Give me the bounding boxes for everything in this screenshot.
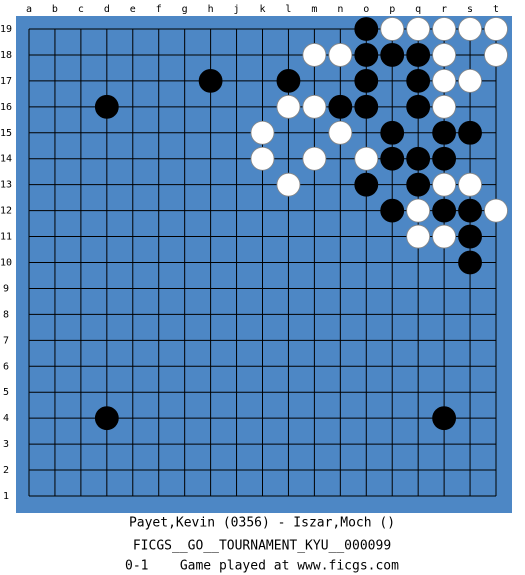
black-stone (406, 146, 431, 171)
row-label: 14 (0, 154, 12, 165)
black-stone (458, 120, 482, 145)
white-stone (432, 224, 457, 249)
row-label: 18 (0, 50, 12, 61)
white-stone (432, 68, 457, 93)
black-stone (354, 17, 379, 41)
black-stone (328, 94, 353, 119)
white-stone (406, 198, 431, 223)
white-stone (250, 146, 275, 171)
black-stone (94, 406, 119, 431)
black-stone (458, 224, 482, 249)
column-label: n (337, 4, 343, 15)
white-stone (380, 17, 405, 41)
column-label: k (259, 4, 265, 15)
white-stone (458, 17, 482, 41)
column-label: l (285, 4, 291, 15)
white-stone (406, 224, 431, 249)
black-stone (380, 43, 405, 67)
result: 0-1 Game played at www.ficgs.com (125, 559, 399, 574)
row-label: 8 (3, 309, 9, 320)
white-stone (432, 43, 457, 67)
black-stone (432, 120, 457, 145)
row-label: 3 (3, 439, 9, 450)
row-label: 19 (0, 24, 12, 35)
row-label: 16 (0, 102, 12, 113)
white-stone (276, 172, 301, 197)
black-stone (432, 406, 457, 431)
black-stone (198, 68, 223, 93)
white-stone (354, 146, 379, 171)
column-label: m (311, 4, 317, 15)
black-stone (354, 43, 379, 67)
column-label: t (493, 4, 499, 15)
row-label: 13 (0, 180, 12, 191)
white-stone (328, 43, 353, 67)
black-stone (432, 146, 457, 171)
row-label: 17 (0, 76, 12, 87)
row-label: 9 (3, 283, 9, 294)
white-stone (302, 94, 327, 119)
column-label: s (467, 4, 473, 15)
white-stone (432, 17, 457, 41)
column-label: d (104, 4, 110, 15)
white-stone (276, 94, 301, 119)
white-stone (250, 120, 275, 145)
black-stone (406, 68, 431, 93)
black-stone (432, 198, 457, 223)
column-label: f (156, 4, 162, 15)
column-label: b (52, 4, 58, 15)
column-label: a (26, 4, 32, 15)
row-label: 5 (3, 387, 9, 398)
white-stone (484, 17, 508, 41)
white-stone (458, 68, 482, 93)
black-stone (458, 198, 482, 223)
row-label: 6 (3, 361, 9, 372)
black-stone (380, 146, 405, 171)
column-label: o (363, 4, 369, 15)
black-stone (406, 43, 431, 67)
black-stone (406, 94, 431, 119)
row-label: 1 (3, 491, 9, 502)
column-label: h (208, 4, 214, 15)
column-label: e (130, 4, 136, 15)
black-stone (276, 68, 301, 93)
row-label: 10 (0, 258, 12, 269)
column-label: c (78, 4, 84, 15)
column-label: r (441, 4, 447, 15)
white-stone (458, 172, 482, 197)
black-stone (354, 94, 379, 119)
black-stone (354, 172, 379, 197)
row-label: 12 (0, 206, 12, 217)
black-stone (458, 250, 482, 275)
column-label: j (234, 4, 240, 15)
row-label: 7 (3, 335, 9, 346)
black-stone (94, 94, 119, 119)
column-label: g (182, 4, 188, 15)
row-label: 15 (0, 128, 12, 139)
black-stone (406, 172, 431, 197)
row-label: 11 (0, 232, 12, 243)
white-stone (484, 43, 508, 67)
row-label: 2 (3, 465, 9, 476)
white-stone (406, 17, 431, 41)
black-stone (354, 68, 379, 93)
white-stone (484, 198, 508, 223)
white-stone (432, 172, 457, 197)
white-stone (302, 146, 327, 171)
players: Payet,Kevin (0356) - Iszar,Moch () (129, 516, 395, 531)
column-label: p (389, 4, 395, 15)
white-stone (328, 120, 353, 145)
white-stone (432, 94, 457, 119)
black-stone (380, 120, 405, 145)
column-label: q (415, 4, 421, 15)
tournament: FICGS__GO__TOURNAMENT_KYU__000099 (133, 539, 391, 554)
black-stone (380, 198, 405, 223)
white-stone (302, 43, 327, 67)
row-label: 4 (3, 413, 9, 424)
